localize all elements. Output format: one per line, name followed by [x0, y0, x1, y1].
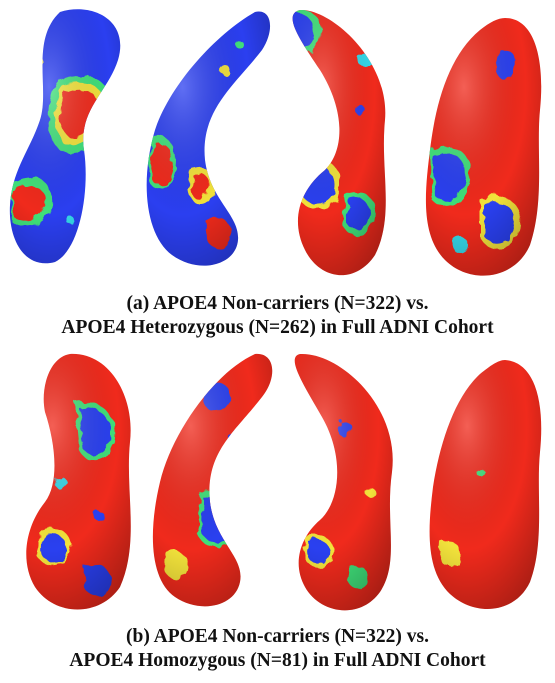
panel-b-caption-line1: (b) APOE4 Non-carriers (N=322) vs. [125, 626, 430, 647]
surface-b-left-lateral [26, 353, 131, 610]
surface-b-left-medial [152, 353, 273, 607]
panel-b-caption: (b) APOE4 Non-carriers (N=322) vs. APOE4… [0, 625, 555, 673]
surface-a-right-medial [425, 18, 542, 276]
surface-a-left-lateral [9, 9, 121, 264]
panel-a-caption-line2: APOE4 Heterozygous (N=262) in Full ADNI … [61, 317, 494, 338]
panel-a-surfaces [0, 0, 555, 290]
panel-b-surfaces [0, 342, 555, 622]
surface-a-left-medial [146, 11, 271, 266]
surface-b-right-medial [429, 360, 542, 610]
panel-b-caption-line2: APOE4 Homozygous (N=81) in Full ADNI Coh… [69, 650, 486, 671]
panel-b-svg [26, 353, 542, 611]
panel-a-caption: (a) APOE4 Non-carriers (N=322) vs. APOE4… [0, 292, 555, 340]
surface-b-right-lateral [294, 353, 393, 611]
panel-a-caption-line1: (a) APOE4 Non-carriers (N=322) vs. [126, 293, 429, 314]
surface-a-right-lateral [292, 9, 386, 276]
panel-a-svg [9, 9, 542, 276]
